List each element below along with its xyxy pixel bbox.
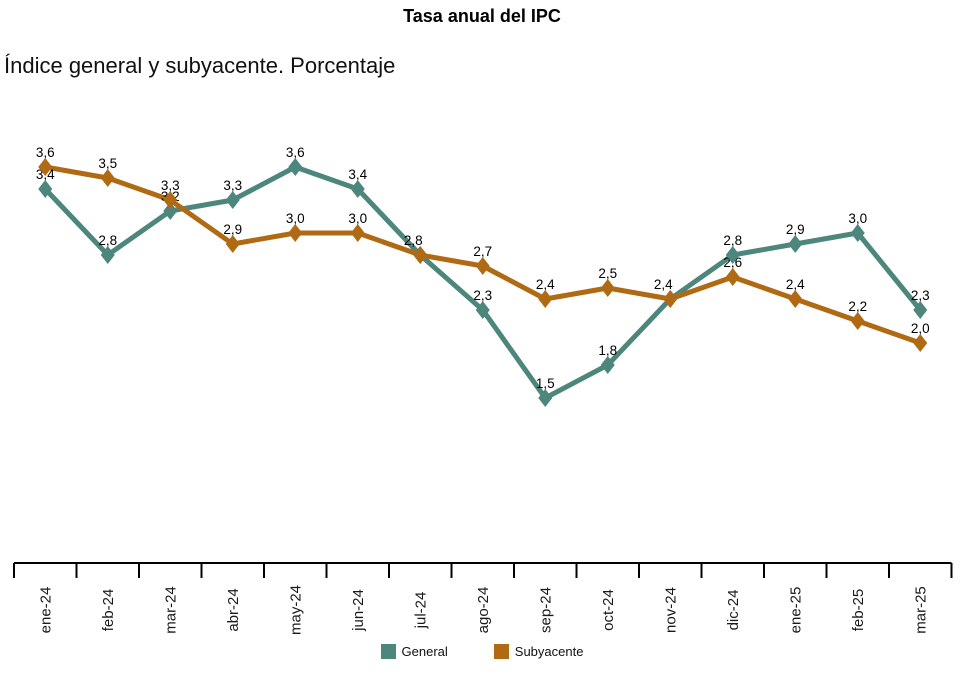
marker-general bbox=[725, 246, 740, 264]
data-label-subyacente: 2,4 bbox=[536, 277, 555, 292]
data-label-subyacente: 3,3 bbox=[161, 178, 180, 193]
legend-label-general: General bbox=[401, 644, 448, 659]
data-label-general: 2,8 bbox=[98, 233, 117, 248]
data-label-subyacente: 2,0 bbox=[911, 321, 930, 336]
marker-subyacente bbox=[850, 312, 865, 330]
x-tick-label: ene-24 bbox=[37, 587, 54, 634]
x-axis bbox=[13, 562, 953, 578]
marker-general bbox=[600, 356, 615, 374]
marker-general bbox=[538, 389, 553, 407]
data-label-general: 2,9 bbox=[786, 222, 805, 237]
x-tick-label: oct-24 bbox=[600, 589, 617, 631]
marker-general bbox=[788, 235, 803, 253]
data-label-subyacente: 3,5 bbox=[98, 156, 117, 171]
x-tick-label: sep-24 bbox=[537, 587, 554, 633]
x-tick-label: feb-24 bbox=[100, 589, 117, 632]
marker-subyacente bbox=[100, 169, 115, 187]
data-label-subyacente: 2,7 bbox=[473, 244, 492, 259]
data-label-subyacente: 2,8 bbox=[404, 233, 423, 248]
legend-label-subyacente: Subyacente bbox=[514, 644, 584, 659]
legend-swatch-general bbox=[380, 644, 396, 659]
marker-subyacente bbox=[38, 158, 53, 176]
x-tick-label: feb-25 bbox=[850, 589, 867, 632]
data-label-general: 1,8 bbox=[598, 343, 617, 358]
legend-swatch-subyacente bbox=[493, 644, 509, 659]
data-label-general: 2,3 bbox=[473, 288, 492, 303]
data-label-general: 3,0 bbox=[848, 211, 867, 226]
x-tick-label: mar-24 bbox=[162, 586, 179, 634]
marker-subyacente bbox=[350, 224, 365, 242]
marker-subyacente bbox=[475, 257, 490, 275]
x-tick-label: jun-24 bbox=[350, 589, 367, 632]
marker-subyacente bbox=[663, 290, 678, 308]
marker-subyacente bbox=[538, 290, 553, 308]
data-label-subyacente: 2,5 bbox=[598, 266, 617, 281]
marker-general bbox=[913, 301, 928, 319]
marker-subyacente bbox=[788, 290, 803, 308]
marker-general bbox=[100, 246, 115, 264]
x-tick-label: ene-25 bbox=[787, 587, 804, 634]
data-label-general: 2,8 bbox=[723, 233, 742, 248]
marker-subyacente bbox=[913, 334, 928, 352]
data-label-subyacente: 3,0 bbox=[286, 211, 305, 226]
marker-subyacente bbox=[413, 246, 428, 264]
x-tick-label: may-24 bbox=[287, 585, 304, 635]
data-label-general: 2,3 bbox=[911, 288, 930, 303]
data-label-subyacente: 3,0 bbox=[348, 211, 367, 226]
x-tick-label: dic-24 bbox=[725, 590, 742, 631]
x-tick-label: jul-24 bbox=[412, 592, 429, 630]
chart-legend: General Subyacente bbox=[0, 644, 964, 659]
data-label-subyacente: 2,9 bbox=[223, 222, 242, 237]
data-label-general: 3,4 bbox=[348, 167, 367, 182]
chart-subtitle: Índice general y subyacente. Porcentaje bbox=[4, 53, 396, 78]
marker-subyacente bbox=[725, 268, 740, 286]
data-label-subyacente: 3,6 bbox=[36, 145, 55, 160]
marker-general bbox=[225, 191, 240, 209]
marker-general bbox=[38, 180, 53, 198]
marker-general bbox=[163, 202, 178, 220]
x-tick-label: abr-24 bbox=[225, 588, 242, 631]
marker-general bbox=[850, 224, 865, 242]
legend-item-subyacente: Subyacente bbox=[493, 644, 584, 659]
legend-item-general: General bbox=[380, 644, 448, 659]
chart-title: Tasa anual del IPC bbox=[403, 6, 561, 26]
marker-subyacente bbox=[288, 224, 303, 242]
x-tick-label: mar-25 bbox=[912, 586, 929, 634]
data-label-subyacente: 2,4 bbox=[786, 277, 805, 292]
marker-general bbox=[350, 180, 365, 198]
marker-general bbox=[288, 158, 303, 176]
x-tick-label: nov-24 bbox=[662, 587, 679, 633]
data-label-subyacente: 2,4 bbox=[654, 277, 673, 292]
marker-general bbox=[475, 301, 490, 319]
data-label-general: 3,6 bbox=[286, 145, 305, 160]
x-tick-label: ago-24 bbox=[475, 587, 492, 634]
marker-subyacente bbox=[225, 235, 240, 253]
marker-subyacente bbox=[600, 279, 615, 297]
data-label-general: 3,3 bbox=[223, 178, 242, 193]
data-label-general: 1,5 bbox=[536, 376, 555, 391]
chart-canvas: ene-24 feb-24 mar-24 abr-24 may-24 jun-24 jul-… bbox=[13, 145, 953, 635]
data-label-subyacente: 2,2 bbox=[848, 299, 867, 314]
marker-subyacente bbox=[163, 191, 178, 209]
